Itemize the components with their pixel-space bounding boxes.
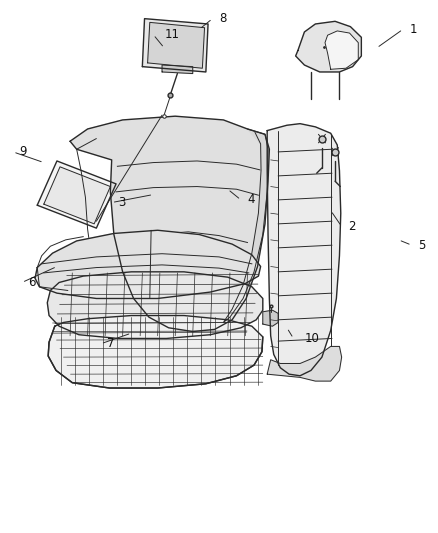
Text: 3: 3	[118, 196, 126, 209]
Polygon shape	[47, 272, 263, 338]
Polygon shape	[142, 19, 208, 72]
Polygon shape	[267, 346, 342, 381]
Polygon shape	[37, 161, 116, 228]
Polygon shape	[48, 316, 263, 388]
Polygon shape	[263, 310, 278, 326]
Text: 5: 5	[418, 239, 426, 252]
Polygon shape	[267, 124, 341, 376]
Polygon shape	[325, 31, 358, 69]
Polygon shape	[296, 21, 361, 72]
Text: 8: 8	[219, 12, 226, 25]
Polygon shape	[148, 22, 205, 68]
Polygon shape	[70, 116, 269, 332]
Polygon shape	[44, 167, 110, 224]
Text: 4: 4	[247, 193, 255, 206]
Text: 10: 10	[304, 332, 319, 345]
Text: 2: 2	[348, 220, 356, 233]
Text: 9: 9	[20, 146, 27, 158]
Polygon shape	[223, 129, 268, 322]
Polygon shape	[35, 230, 261, 298]
Text: 6: 6	[28, 276, 36, 289]
Text: 1: 1	[410, 23, 417, 36]
Polygon shape	[162, 65, 193, 74]
Text: 7: 7	[107, 337, 115, 350]
Text: 11: 11	[164, 28, 179, 41]
